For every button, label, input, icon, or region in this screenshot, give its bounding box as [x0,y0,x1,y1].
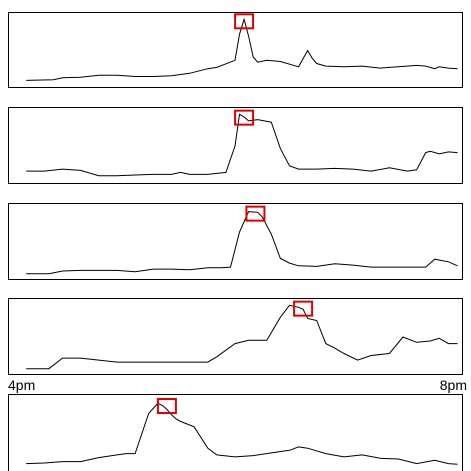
panel-3 [8,203,463,280]
peak-highlight-box [245,205,266,222]
series-line [26,211,458,275]
panel-frame [8,298,463,375]
time-axis-end-label: 8pm [440,377,467,393]
series-line [26,402,458,465]
panel-2 [8,107,463,184]
series-line [26,17,458,81]
peak-highlight-box [234,109,255,126]
series-line [26,304,458,370]
peak-highlight-box [293,300,314,317]
panel-5 [8,394,463,471]
panel-frame [8,203,463,280]
peak-highlight-box [156,398,177,415]
panels-layer [8,12,463,471]
panel-1 [8,12,463,88]
peak-highlight-box [234,13,255,30]
time-axis-start-label: 4pm [8,377,35,393]
panel-4 [8,298,463,375]
panel-frame [8,394,463,471]
